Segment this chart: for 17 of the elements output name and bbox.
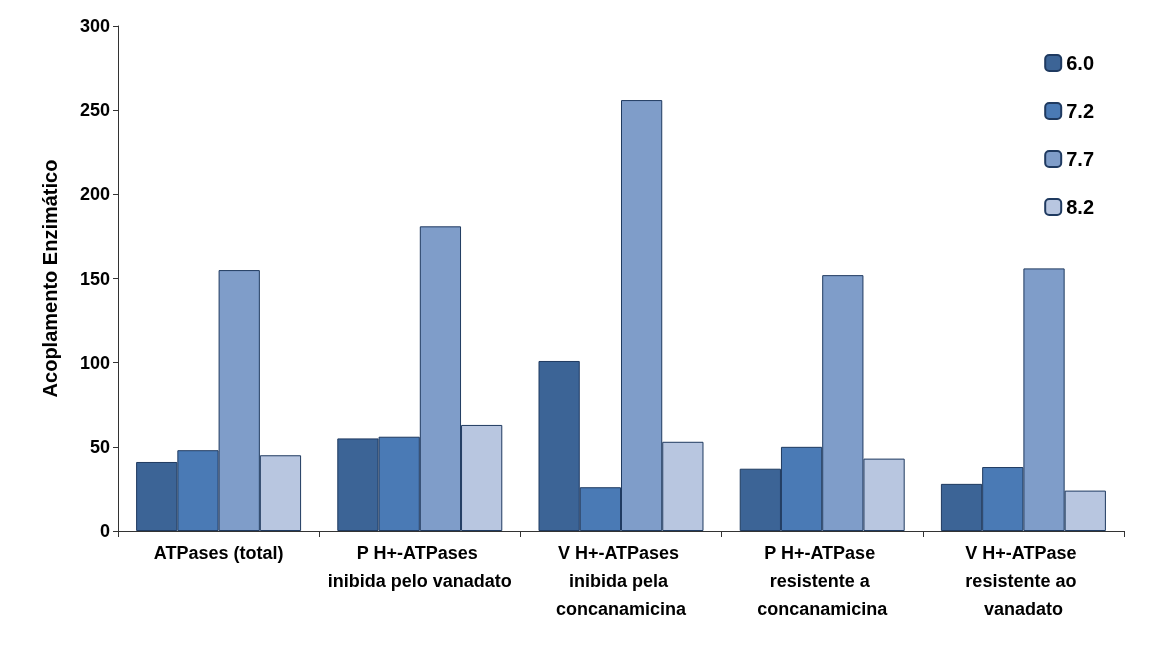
- x-tick-label: V H+-ATPases inibida pela concanamicina: [555, 543, 688, 619]
- legend-label: 8.2: [1066, 196, 1095, 218]
- legend-label: 7.2: [1066, 100, 1095, 122]
- legend-label: 7.7: [1066, 148, 1095, 170]
- x-tick-label: ATPases (total): [153, 543, 284, 563]
- y-tick-label: 250: [79, 100, 110, 121]
- y-tick-label: 150: [79, 268, 110, 289]
- x-tick-label: P H+-ATPases inibida pelo vanadato: [327, 543, 512, 591]
- x-tick-label: V H+-ATPase resistente ao vanadato: [965, 543, 1082, 619]
- y-tick-label: 50: [89, 436, 110, 457]
- y-tick-label: 200: [79, 184, 110, 205]
- y-tick-label: 300: [79, 16, 110, 36]
- legend-label: 6.0: [1066, 52, 1095, 74]
- x-tick-label: P H+-ATPase resistente a concanamicina: [757, 543, 889, 619]
- y-tick-label: 0: [99, 521, 110, 541]
- y-axis-title: Acoplamento Enzimático: [39, 159, 61, 398]
- y-tick-label: 100: [79, 352, 110, 373]
